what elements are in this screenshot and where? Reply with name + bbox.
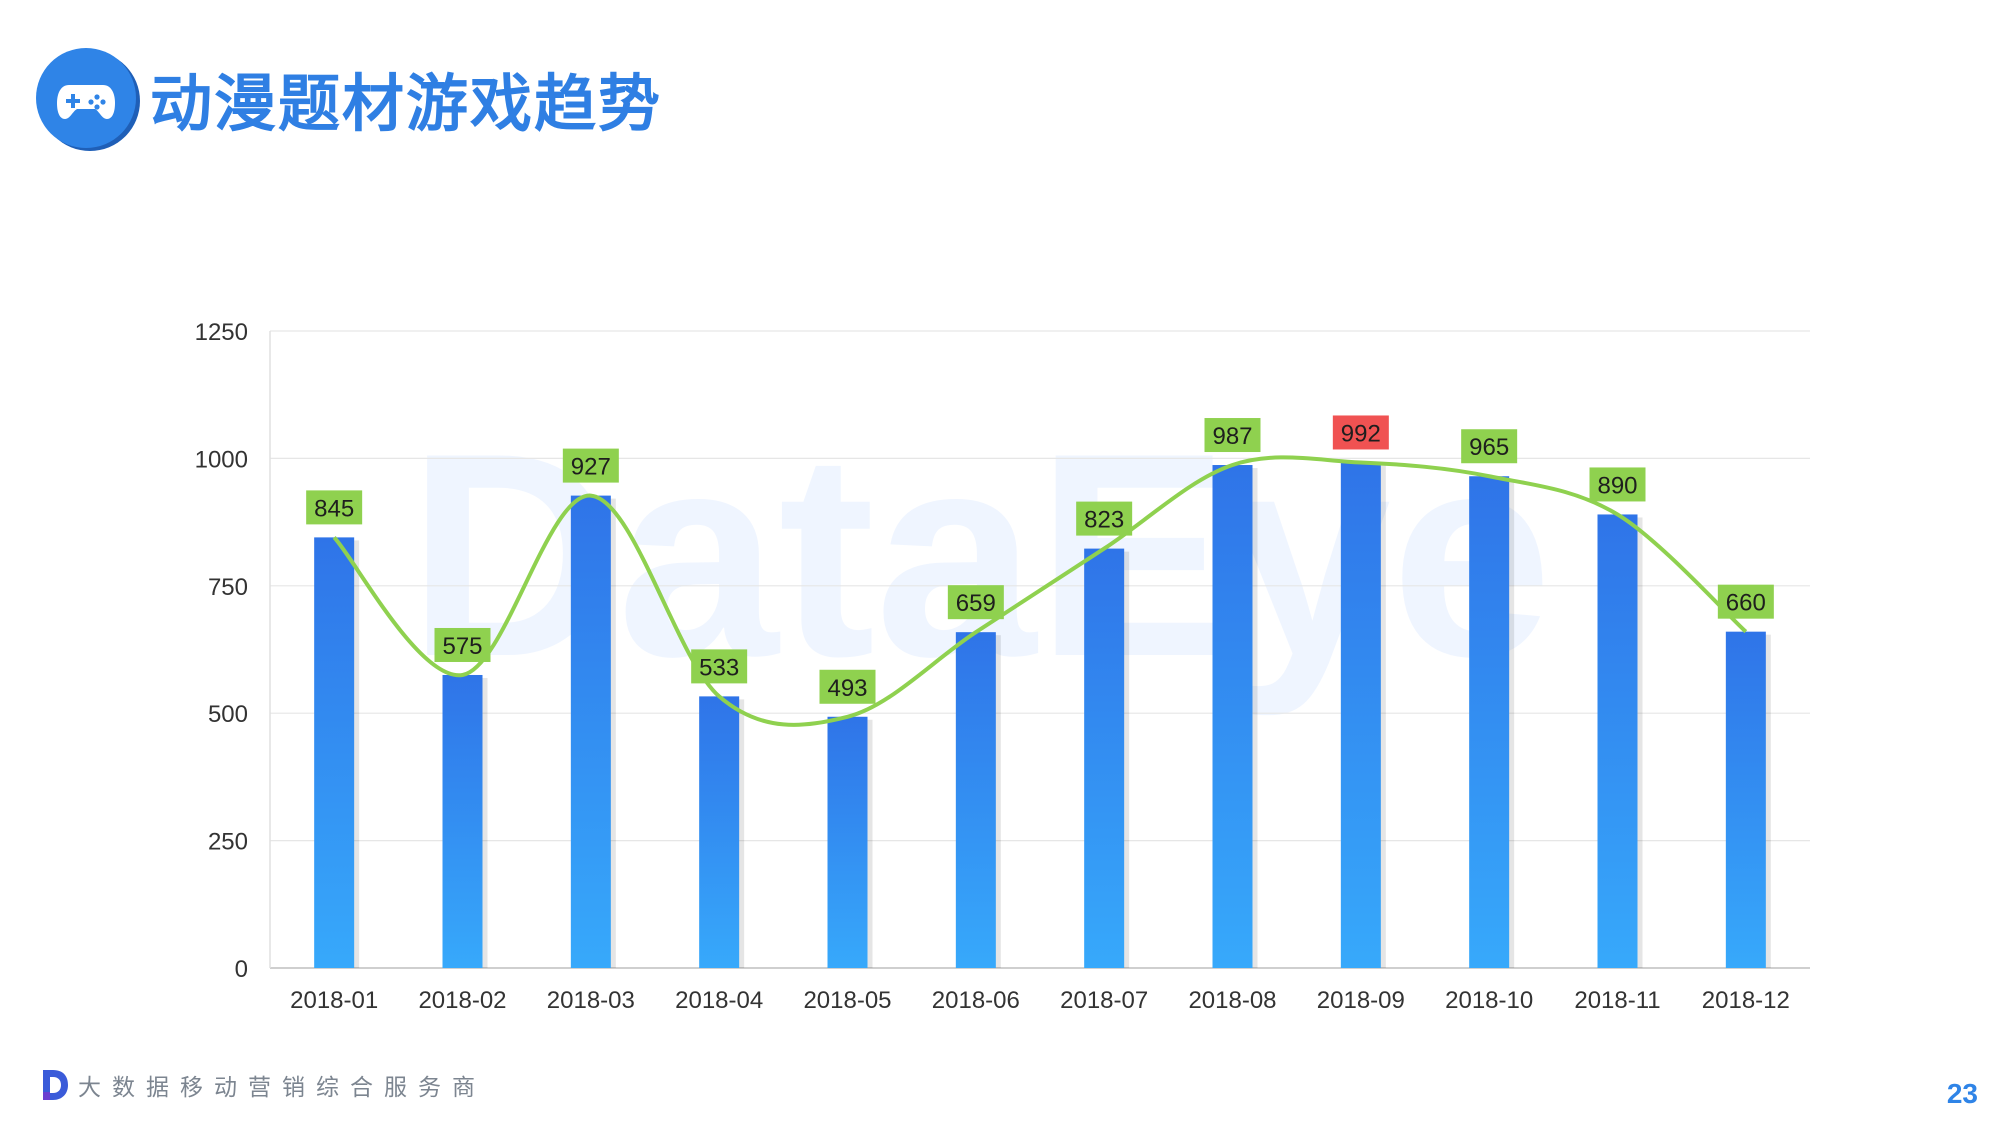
data-label-bg [434, 627, 491, 662]
x-tick-label: 2018-12 [1702, 987, 1790, 1014]
y-tick-label: 0 [235, 956, 248, 983]
data-labels: 845 575 927 533 493 659 823 987 992 965 890 660 [306, 415, 1774, 704]
data-label: 965 [1469, 434, 1509, 461]
data-label-bg [947, 585, 1004, 620]
data-label: 575 [442, 633, 482, 660]
x-tick-label: 2018-06 [932, 987, 1020, 1014]
bar [1084, 548, 1125, 968]
data-label-bg [562, 448, 619, 483]
data-label: 992 [1341, 420, 1381, 447]
data-label-bg [1204, 418, 1261, 453]
data-label-bg [306, 490, 363, 525]
footer-tagline: 大数据移动营销综合服务商 [78, 1075, 486, 1101]
data-label: 659 [956, 590, 996, 617]
data-label-bg [1589, 467, 1646, 502]
footer: 大数据移动营销综合服务商 [40, 1068, 486, 1102]
data-label: 493 [827, 675, 867, 702]
data-label: 890 [1597, 472, 1637, 499]
y-tick-label: 500 [208, 701, 248, 728]
bar [570, 495, 611, 968]
bar [1597, 514, 1638, 968]
y-tick-label: 1000 [195, 446, 248, 473]
y-tick-label: 1250 [195, 319, 248, 346]
bar [314, 537, 355, 968]
bar [1469, 476, 1510, 968]
trend-line [332, 455, 1748, 727]
data-label-bg [691, 649, 748, 684]
bar [1725, 631, 1766, 968]
bar [827, 716, 868, 968]
x-tick-label: 2018-09 [1317, 987, 1405, 1014]
x-tick-label: 2018-01 [290, 987, 378, 1014]
y-tick-label: 750 [208, 574, 248, 601]
data-label-bg [1461, 429, 1518, 464]
data-label: 823 [1084, 507, 1124, 534]
data-label-bg [819, 669, 876, 704]
bars [314, 462, 1771, 968]
x-tick-label: 2018-08 [1188, 987, 1276, 1014]
page-number: 23 [1946, 1078, 1978, 1109]
x-tick-label: 2018-04 [675, 987, 763, 1014]
data-label-bg [1076, 501, 1133, 536]
bar [442, 674, 483, 968]
data-label: 660 [1726, 590, 1766, 617]
data-label-bg [1332, 415, 1389, 450]
data-label-bg [1717, 584, 1774, 619]
data-label: 987 [1212, 423, 1252, 450]
x-tick-label: 2018-11 [1574, 987, 1660, 1014]
x-tick-label: 2018-02 [418, 987, 506, 1014]
x-tick-label: 2018-05 [803, 987, 891, 1014]
gamepad-icon [36, 48, 136, 148]
bar [1340, 462, 1381, 968]
bar [1212, 465, 1253, 968]
data-label: 927 [571, 454, 611, 481]
x-tick-label: 2018-10 [1445, 987, 1533, 1014]
header: 动漫题材游戏趋势 [36, 48, 662, 148]
y-axis: 0 250 500 750 1000 1250 [195, 319, 248, 983]
x-tick-label: 2018-03 [547, 987, 635, 1014]
x-axis: 2018-01 2018-02 2018-03 2018-04 2018-05 2018-… [290, 987, 1790, 1014]
x-tick-label: 2018-07 [1060, 987, 1148, 1014]
dataeye-d-logo-icon [43, 1070, 68, 1100]
bar [955, 632, 996, 968]
bar [699, 696, 740, 968]
data-label: 533 [699, 654, 739, 681]
data-label: 845 [314, 495, 354, 522]
y-tick-label: 250 [208, 829, 248, 856]
page-title: 动漫题材游戏趋势 [150, 67, 663, 140]
